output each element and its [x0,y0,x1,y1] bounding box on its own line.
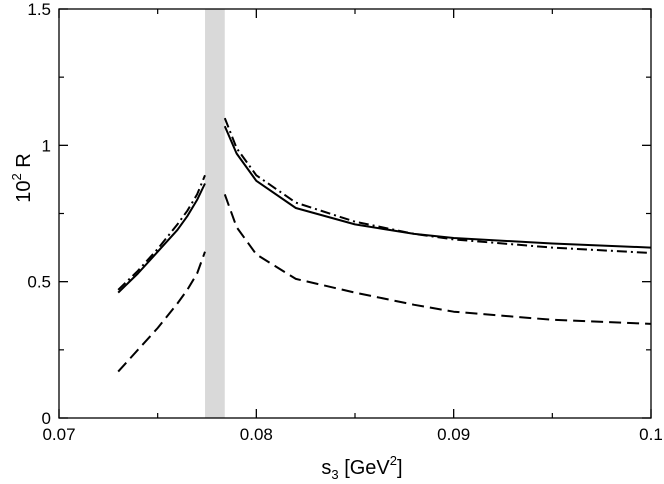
shaded-band [205,9,225,418]
y-axis-label-rest: R [13,153,35,173]
series-layer [117,117,652,373]
y-tick-label: 0.5 [27,273,51,292]
x-axis-label-end: ] [397,457,403,479]
series-dashed-high-branch [223,194,652,325]
x-axis-label-superscript: 2 [390,453,397,468]
x-axis-label: s3 [GeV2] [321,453,402,482]
series-solid-low-branch [117,183,206,294]
series-solid-high-branch [223,125,652,249]
series-dashdot-high-branch [223,117,652,254]
series-dashdot-low-branch [117,174,206,291]
x-tick-label: 0.08 [240,425,273,444]
y-tick-label: 0 [42,409,51,428]
x-axis-label-subscript: 3 [331,467,338,482]
y-axis-label-superscript: 2 [9,173,24,180]
y-axis-label-group: 102 R [9,153,35,202]
y-tick-label: 1 [42,136,51,155]
x-axis-label-main: s [321,457,331,479]
x-axis-label-unit: [GeV [339,457,391,479]
plot-frame [58,8,652,419]
y-axis-label: 102 R [9,153,35,202]
y-axis-label-base: 10 [13,180,35,202]
tick-layer: 0.07 0.08 0.09 0.1 0 0.5 1 1.5 [27,0,662,444]
x-tick-label: 0.1 [639,425,663,444]
y-tick-label: 1.5 [27,0,51,19]
series-dashed-low-branch [117,251,206,373]
x-tick-label: 0.07 [42,425,75,444]
x-tick-label: 0.09 [437,425,470,444]
